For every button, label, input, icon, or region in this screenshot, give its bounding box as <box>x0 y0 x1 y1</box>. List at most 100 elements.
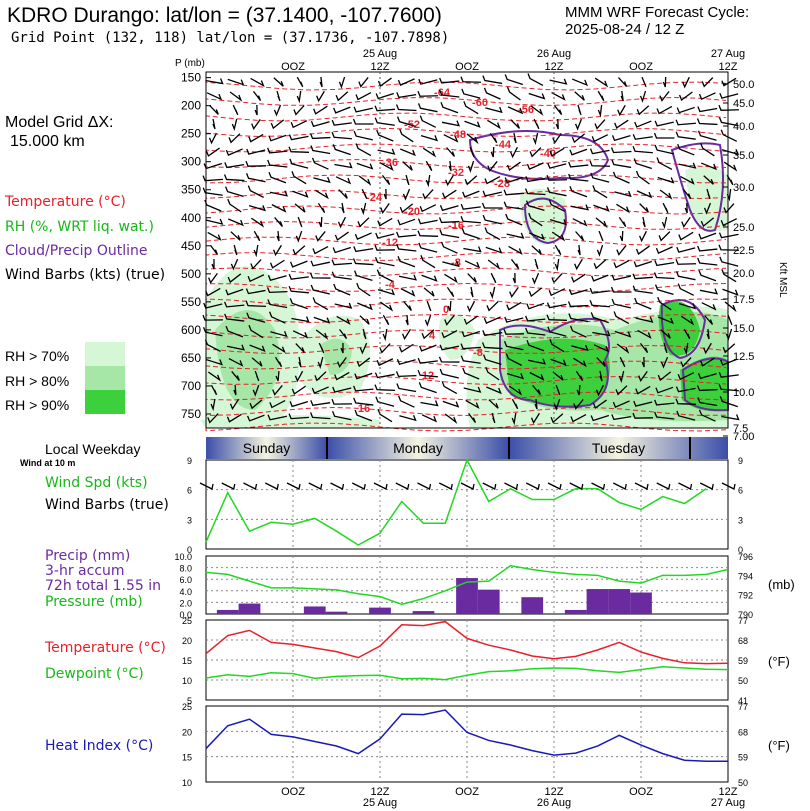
wind-barb <box>310 260 331 267</box>
wind-barb <box>464 120 481 128</box>
wind-barb <box>529 147 542 158</box>
wind-barb <box>207 413 219 424</box>
wind-barb <box>590 312 609 324</box>
surface-wind-barb <box>591 482 606 490</box>
wind-barb <box>484 227 501 241</box>
wind-barb <box>573 357 587 368</box>
wind-barb <box>379 301 394 312</box>
wind-barb <box>594 119 606 130</box>
wind-barb <box>574 258 583 271</box>
wind-barb <box>331 131 352 140</box>
wind-barb <box>377 217 393 227</box>
wind-barb <box>701 77 714 88</box>
wind-barb <box>683 328 691 340</box>
kft-tick-label: 45.0 <box>733 98 754 110</box>
isotherm-label: 0 <box>443 304 449 316</box>
wind-barb <box>596 244 604 257</box>
wind-barb <box>485 246 503 254</box>
wind-barb <box>379 343 391 354</box>
wind-barb <box>374 372 395 379</box>
wind-barb <box>442 189 457 199</box>
wind-barb <box>424 314 432 327</box>
precip-total-label: 72h total 1.55 in <box>45 578 161 594</box>
wind-barbs-label: Wind Barbs (true) <box>45 497 169 513</box>
pressure-tick-label: 150 <box>181 71 201 85</box>
wind-barb <box>525 200 545 211</box>
wind-barb <box>399 203 414 214</box>
wind-barb <box>245 173 266 183</box>
wind-barb <box>439 344 460 351</box>
pressure-tick-label: 200 <box>181 99 201 113</box>
wind-barb <box>657 296 672 311</box>
wind-barb <box>311 157 329 170</box>
wind-barb <box>662 76 667 88</box>
temp-panel-tick-label: 20 <box>182 636 192 646</box>
wind-barb <box>467 160 475 173</box>
isotherm-11 <box>205 252 727 261</box>
wind-barb <box>460 215 481 224</box>
wind-barb <box>444 315 455 326</box>
wind-barb <box>706 188 711 200</box>
wind-barb <box>290 120 308 129</box>
wind-barb <box>317 202 326 214</box>
wind-barb <box>483 316 501 324</box>
wind-panel-tick-label: 9 <box>187 456 192 466</box>
wind-barb <box>704 315 714 325</box>
wind-barb <box>396 383 417 393</box>
isotherm-14 <box>205 298 727 308</box>
wind-barb <box>706 328 710 340</box>
wind-barb <box>618 370 625 384</box>
wind-barb <box>527 358 546 365</box>
surface-wind-barb <box>678 482 693 490</box>
wind-barb <box>463 101 479 115</box>
wind-barb <box>467 273 477 283</box>
wind-panel-frame <box>205 459 729 550</box>
wind-barb <box>680 357 692 368</box>
surface-wind-barb <box>308 482 323 490</box>
wind-barb <box>593 204 610 212</box>
wind-barb <box>552 132 562 145</box>
precip-bar <box>216 609 239 614</box>
isotherm-7 <box>205 190 727 199</box>
wind-barb <box>658 316 674 325</box>
wind-barb <box>224 186 244 198</box>
wind-barb <box>374 117 395 126</box>
wind-barb <box>696 118 718 126</box>
wind-barb <box>248 133 264 143</box>
wind-barb <box>224 301 245 308</box>
isotherm-label: -40 <box>540 148 556 160</box>
wind-barb <box>248 204 267 212</box>
heat-index-panel-tick-label: 15 <box>182 753 192 763</box>
wind-barb <box>718 117 739 127</box>
wind-barb <box>546 187 567 197</box>
wind-barb <box>546 174 568 181</box>
wind-barb <box>567 301 589 308</box>
date-label-bottom: 26 Aug <box>537 797 571 809</box>
wind-barb <box>331 119 352 126</box>
wind-barb <box>223 174 245 182</box>
wind-barb <box>486 386 502 395</box>
wind-barb <box>577 244 581 256</box>
wind-right-tick: 9 <box>738 456 743 466</box>
wind-barb <box>530 412 540 425</box>
wind-barb <box>597 90 605 102</box>
wind-barb <box>396 243 417 252</box>
day-band-0 <box>206 437 327 459</box>
wind-barb <box>676 410 696 421</box>
wind-barb <box>463 386 482 393</box>
wind-barb <box>440 102 459 114</box>
surface-wind-barb <box>373 482 388 490</box>
rh-region-3 <box>320 338 352 375</box>
wind-barb <box>338 76 346 89</box>
time-tick-label-top: OOZ <box>455 61 479 73</box>
wind-barb <box>353 246 374 253</box>
date-label-bottom: 27 Aug <box>711 797 745 809</box>
wind-barb <box>512 272 516 284</box>
wind-barb <box>633 158 652 170</box>
wind-barb <box>632 412 654 419</box>
wind-barb <box>574 91 585 101</box>
wind-barb-grid <box>202 73 740 426</box>
wind-barb <box>377 288 396 296</box>
wind-barb <box>418 78 438 85</box>
wind-barb <box>719 256 739 267</box>
